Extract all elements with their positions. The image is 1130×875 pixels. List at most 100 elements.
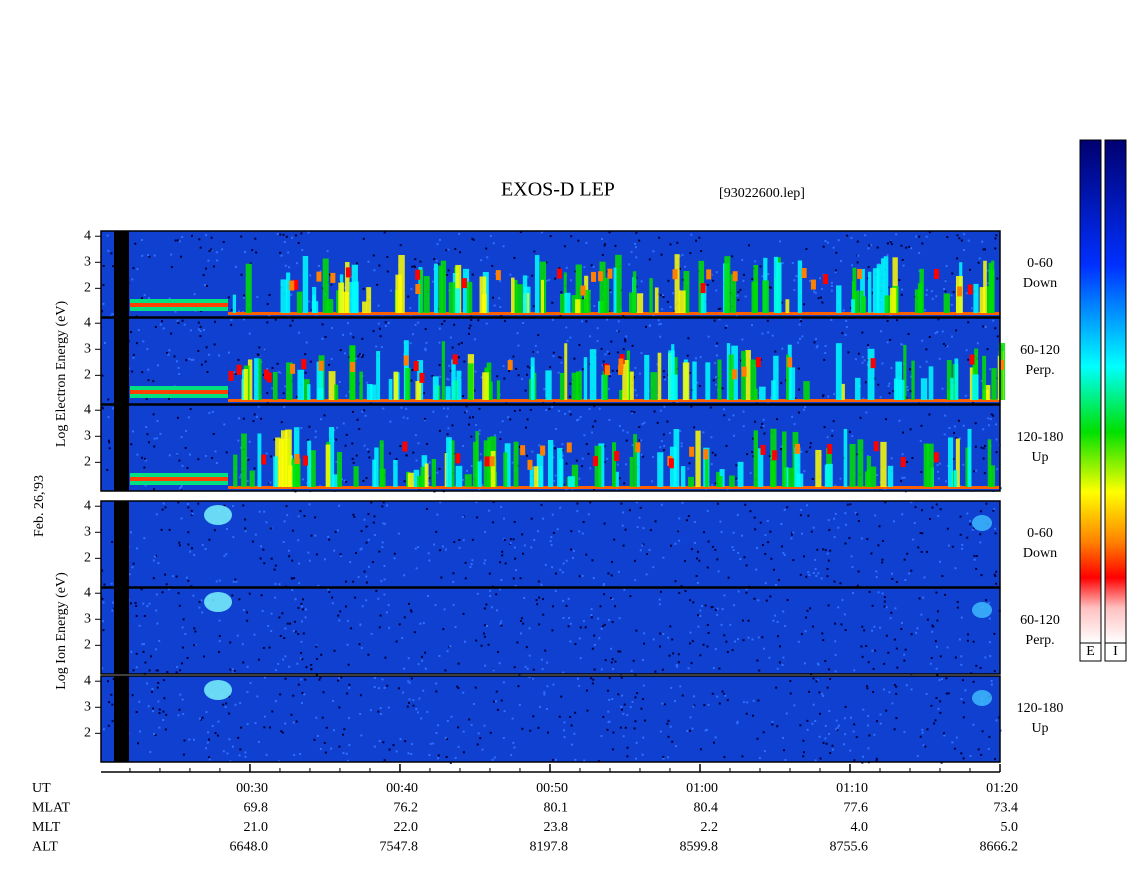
- noise: [725, 324, 728, 327]
- noise: [368, 565, 371, 568]
- burst: [254, 358, 260, 400]
- noise: [535, 599, 538, 602]
- noise: [862, 708, 865, 711]
- noise: [468, 327, 471, 330]
- noise: [835, 251, 838, 254]
- burst: [241, 369, 246, 400]
- noise: [618, 425, 621, 428]
- noise: [621, 524, 624, 527]
- noise: [959, 533, 962, 536]
- noise: [464, 577, 467, 580]
- noise: [768, 455, 771, 458]
- noise: [208, 758, 211, 761]
- ion-beam: [972, 602, 992, 618]
- noise: [689, 252, 692, 255]
- noise: [347, 663, 350, 666]
- noise: [578, 530, 581, 533]
- noise: [634, 696, 637, 699]
- noise: [244, 530, 247, 533]
- noise: [839, 477, 842, 480]
- noise: [204, 360, 207, 363]
- noise: [956, 606, 959, 609]
- noise: [111, 703, 114, 706]
- noise: [624, 340, 627, 343]
- noise: [181, 698, 184, 701]
- noise: [262, 646, 265, 649]
- noise: [546, 661, 549, 664]
- noise: [167, 353, 170, 356]
- noise: [621, 694, 624, 697]
- noise: [409, 306, 412, 309]
- noise: [279, 693, 282, 696]
- noise: [502, 736, 505, 739]
- noise: [703, 704, 706, 707]
- noise: [323, 741, 326, 744]
- noise: [552, 355, 555, 358]
- noise: [925, 293, 928, 296]
- noise: [190, 513, 193, 516]
- noise: [632, 659, 635, 662]
- noise: [853, 723, 856, 726]
- burst: [571, 372, 579, 400]
- noise: [844, 542, 847, 545]
- noise: [581, 297, 584, 300]
- noise: [264, 676, 267, 679]
- noise: [413, 631, 416, 634]
- noise: [157, 681, 160, 684]
- noise: [513, 746, 516, 749]
- burst-core: [316, 271, 322, 282]
- noise: [769, 595, 772, 598]
- floor-band: [228, 399, 1000, 402]
- noise: [106, 680, 109, 683]
- noise: [699, 654, 702, 657]
- noise: [900, 244, 903, 247]
- noise: [528, 676, 531, 679]
- noise: [901, 513, 904, 516]
- noise: [299, 510, 302, 513]
- noise: [608, 698, 611, 701]
- burst: [876, 264, 882, 313]
- noise: [742, 639, 745, 642]
- noise: [761, 422, 764, 425]
- noise: [581, 320, 584, 323]
- noise: [178, 459, 181, 462]
- noise: [529, 408, 532, 411]
- noise: [185, 576, 188, 579]
- noise: [773, 614, 776, 617]
- noise: [499, 305, 502, 308]
- burst-core: [266, 372, 272, 383]
- noise: [898, 279, 901, 282]
- noise: [972, 640, 975, 643]
- noise: [829, 549, 832, 552]
- noise: [402, 416, 405, 419]
- y-tick-label: 4: [84, 402, 91, 417]
- noise: [363, 518, 366, 521]
- noise: [132, 356, 135, 359]
- noise: [635, 741, 638, 744]
- noise: [921, 532, 924, 535]
- noise: [904, 648, 907, 651]
- noise: [290, 293, 293, 296]
- burst: [342, 291, 349, 313]
- noise: [178, 372, 181, 375]
- noise: [830, 318, 833, 321]
- burst-core: [635, 442, 641, 453]
- noise: [737, 291, 740, 294]
- noise: [742, 701, 745, 704]
- noise: [709, 406, 712, 409]
- noise: [173, 355, 176, 358]
- noise: [791, 262, 794, 265]
- noise: [205, 711, 208, 714]
- noise: [438, 327, 441, 330]
- noise: [695, 239, 698, 242]
- noise: [630, 250, 633, 253]
- noise: [631, 344, 634, 347]
- noise: [345, 480, 348, 483]
- noise: [345, 394, 348, 397]
- y-tick-label: 4: [84, 498, 91, 513]
- burst: [296, 291, 303, 313]
- noise: [191, 512, 194, 515]
- noise: [279, 371, 282, 374]
- burst: [843, 428, 848, 487]
- burst: [914, 289, 922, 313]
